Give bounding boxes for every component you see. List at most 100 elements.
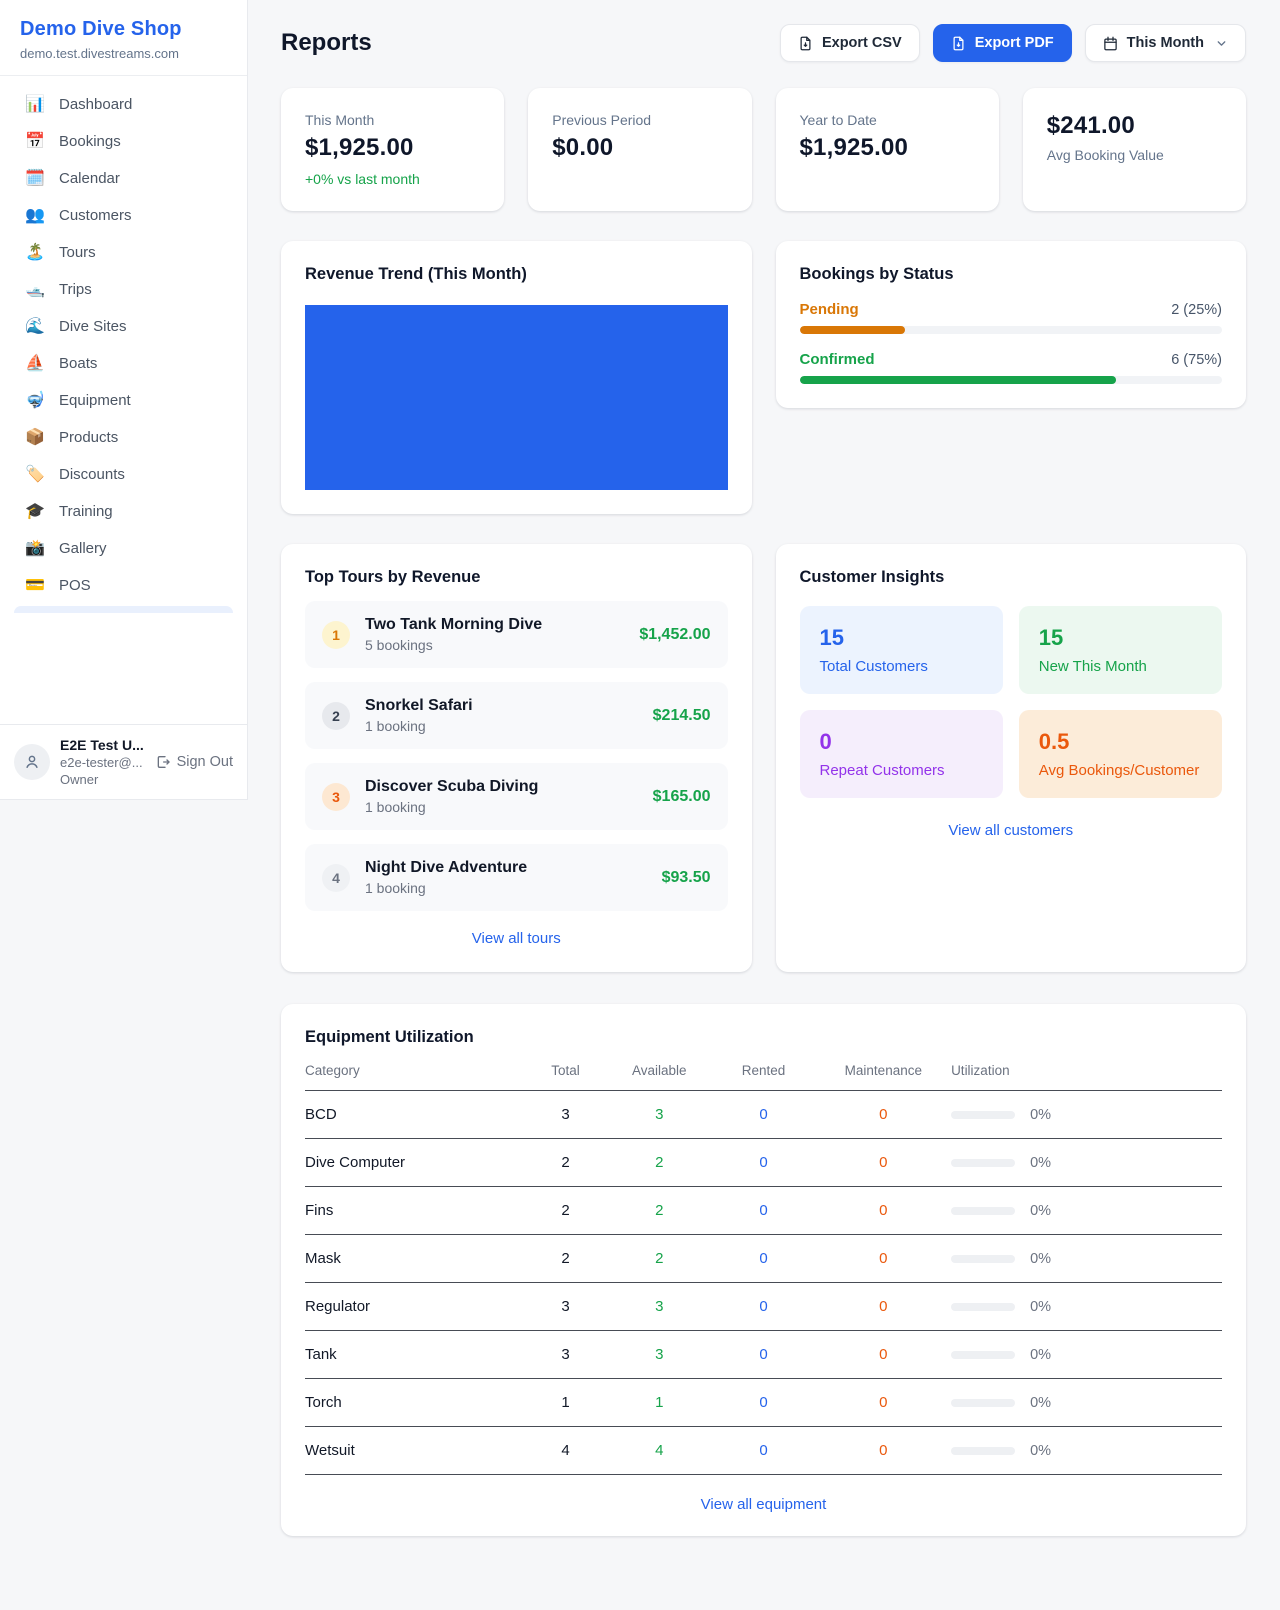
utilization-bar-track <box>951 1398 1016 1407</box>
sidebar-item-label: Discounts <box>59 466 125 483</box>
tag-icon: 🏷️ <box>25 465 45 483</box>
tour-row[interactable]: 1 Two Tank Morning Dive 5 bookings $1,45… <box>305 601 728 668</box>
cell-maintenance: 0 <box>879 1106 888 1123</box>
customer-insights-title: Customer Insights <box>799 568 945 586</box>
island-icon: 🏝️ <box>25 243 45 261</box>
sidebar-item-bookings[interactable]: 📅 Bookings <box>12 123 235 160</box>
sidebar-item-label: Boats <box>59 355 98 372</box>
user-name: E2E Test U... <box>60 737 144 753</box>
equipment-table-header: Category Total Available Rented Maintena… <box>305 1047 1222 1091</box>
tour-row[interactable]: 2 Snorkel Safari 1 booking $214.50 <box>305 682 728 749</box>
sidebar-item-tours[interactable]: 🏝️ Tours <box>12 234 235 271</box>
header-actions: Export CSV Export PDF <box>779 24 1246 62</box>
sidebar-item-label: Equipment <box>59 392 131 409</box>
sidebar-item-trips[interactable]: 🛥️ Trips <box>12 271 235 308</box>
cell-maintenance: 0 <box>879 1202 888 1219</box>
table-row: Torch 1 1 0 0 0% <box>305 1379 1222 1427</box>
utilization-label: 0% <box>1030 1394 1052 1411</box>
cell-available: 2 <box>655 1250 664 1267</box>
column-header-maintenance: Maintenance <box>844 1063 922 1078</box>
main-content: Reports Export CSV E <box>248 0 1280 1576</box>
column-header-total: Total <box>551 1063 580 1078</box>
wave-icon: 🌊 <box>25 317 45 335</box>
sidebar-item-label: Products <box>59 429 119 446</box>
tour-row[interactable]: 3 Discover Scuba Diving 1 booking $165.0… <box>305 763 728 830</box>
export-pdf-button[interactable]: Export PDF <box>932 24 1072 62</box>
tour-info: Discover Scuba Diving 1 booking <box>365 778 638 815</box>
sidebar-item-customers[interactable]: 👥 Customers <box>12 197 235 234</box>
tour-row[interactable]: 4 Night Dive Adventure 1 booking $93.50 <box>305 844 728 911</box>
app-root: Demo Dive Shop demo.test.divestreams.com… <box>0 0 1280 1576</box>
sign-out-button[interactable]: Sign Out <box>155 754 233 770</box>
brand-block: Demo Dive Shop demo.test.divestreams.com <box>0 0 247 76</box>
sidebar-item-boats[interactable]: ⛵ Boats <box>12 345 235 382</box>
sidebar-item-label: Calendar <box>59 170 120 187</box>
sidebar-item-pos[interactable]: 💳 POS <box>12 567 235 604</box>
tour-revenue: $165.00 <box>652 787 711 805</box>
cell-maintenance: 0 <box>879 1298 888 1315</box>
sidebar-item-label: Bookings <box>59 133 121 150</box>
view-all-customers-link[interactable]: View all customers <box>948 822 1074 839</box>
sidebar-item-training[interactable]: 🎓 Training <box>12 493 235 530</box>
sidebar-item-dashboard[interactable]: 📊 Dashboard <box>12 86 235 123</box>
bar-chart-icon: 📊 <box>25 95 45 113</box>
revenue-trend-bar <box>305 305 728 490</box>
sidebar-item-products[interactable]: 📦 Products <box>12 419 235 456</box>
tile-new-this-month: 15 New This Month <box>1018 606 1222 694</box>
utilization-label: 0% <box>1030 1346 1052 1363</box>
rank-badge: 2 <box>322 701 350 730</box>
status-row-confirmed: Confirmed 6 (75%) <box>800 351 1223 368</box>
sign-out-label: Sign Out <box>176 754 233 770</box>
tile-value: 0.5 <box>1038 729 1070 754</box>
sidebar-item-partial-active[interactable] <box>14 606 233 613</box>
cell-maintenance: 0 <box>879 1250 888 1267</box>
table-row: Mask 2 2 0 0 0% <box>305 1235 1222 1283</box>
sidebar-item-label: Dashboard <box>59 96 133 113</box>
brand-name[interactable]: Demo Dive Shop <box>20 18 182 40</box>
sidebar-item-equipment[interactable]: 🤿 Equipment <box>12 382 235 419</box>
cell-utilization: 0% <box>951 1347 1222 1363</box>
stat-value: $1,925.00 <box>799 134 909 161</box>
tour-bookings: 1 booking <box>365 799 426 815</box>
cell-total: 3 <box>561 1346 570 1363</box>
cell-available: 3 <box>655 1106 664 1123</box>
sidebar-item-gallery[interactable]: 📸 Gallery <box>12 530 235 567</box>
insight-tiles: 15 Total Customers 15 New This Month 0 R… <box>799 606 1222 798</box>
stat-card-avg-booking-value: $241.00 Avg Booking Value <box>1022 88 1246 211</box>
tile-label: Total Customers <box>819 658 928 675</box>
status-label: Pending <box>799 301 859 318</box>
cell-total: 2 <box>561 1250 570 1267</box>
sidebar-item-discounts[interactable]: 🏷️ Discounts <box>12 456 235 493</box>
utilization-label: 0% <box>1030 1250 1052 1267</box>
tour-info: Two Tank Morning Dive 5 bookings <box>365 616 624 653</box>
person-icon <box>23 753 41 771</box>
customer-insights-card: Customer Insights 15 Total Customers 15 … <box>775 544 1246 972</box>
cell-available: 2 <box>655 1154 664 1171</box>
insights-row: Top Tours by Revenue 1 Two Tank Morning … <box>281 544 1246 972</box>
cell-total: 3 <box>561 1106 570 1123</box>
revenue-trend-chart <box>305 305 728 490</box>
export-csv-button[interactable]: Export CSV <box>779 24 920 62</box>
cell-rented: 0 <box>759 1298 768 1315</box>
tour-bookings: 1 booking <box>365 718 426 734</box>
sidebar-item-calendar[interactable]: 🗓️ Calendar <box>12 160 235 197</box>
cell-total: 2 <box>561 1154 570 1171</box>
tile-total-customers: 15 Total Customers <box>799 606 1003 694</box>
table-row: Regulator 3 3 0 0 0% <box>305 1283 1222 1331</box>
period-dropdown[interactable]: This Month <box>1084 24 1246 62</box>
revenue-trend-title: Revenue Trend (This Month) <box>305 265 527 283</box>
stat-card-year-to-date: Year to Date $1,925.00 <box>775 88 999 211</box>
avatar <box>14 744 50 780</box>
calendar-date-icon: 📅 <box>25 132 45 150</box>
sidebar-item-dive-sites[interactable]: 🌊 Dive Sites <box>12 308 235 345</box>
view-all-equipment-link[interactable]: View all equipment <box>700 1496 827 1513</box>
tour-revenue: $1,452.00 <box>639 625 711 643</box>
column-header-rented: Rented <box>741 1063 786 1078</box>
cell-rented: 0 <box>759 1346 768 1363</box>
status-bar-pending <box>799 326 906 334</box>
cell-available: 1 <box>655 1394 664 1411</box>
view-all-tours-link[interactable]: View all tours <box>471 930 561 947</box>
sidebar-nav: 📊 Dashboard 📅 Bookings 🗓️ Calendar 👥 Cus… <box>0 76 247 724</box>
status-row-pending: Pending 2 (25%) <box>800 301 1223 318</box>
status-value: 6 (75%) <box>1171 351 1222 368</box>
